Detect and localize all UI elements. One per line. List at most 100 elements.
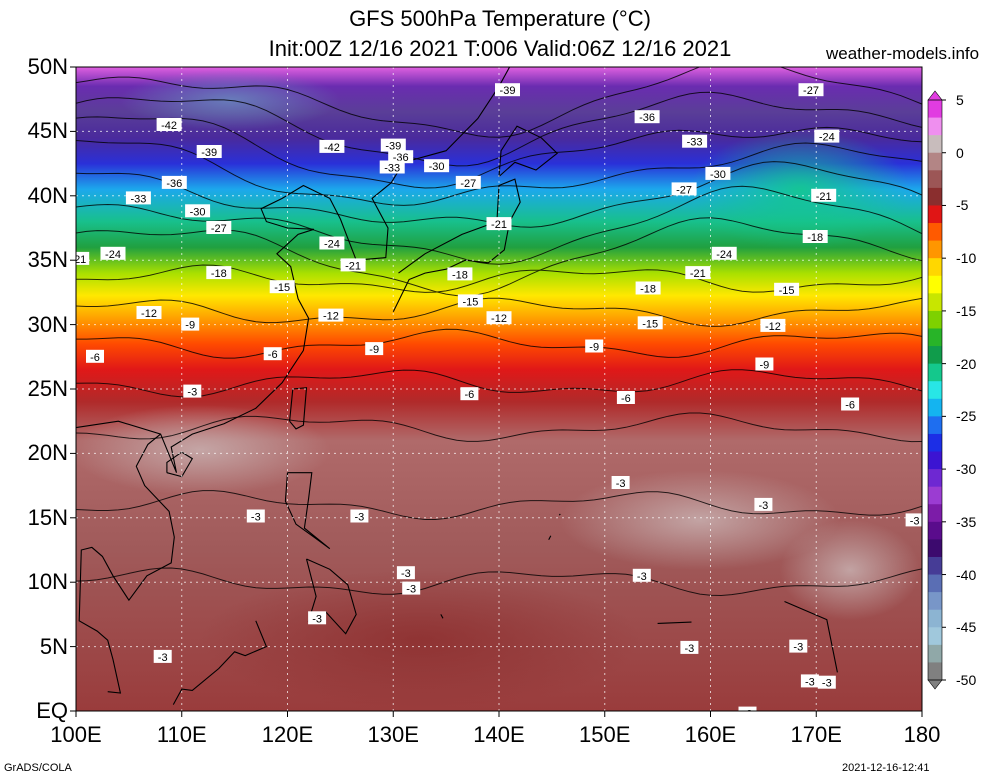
lon-label: 170E [790,722,842,747]
svg-text:-33: -33 [384,163,400,175]
contour-value-label: -3 [817,675,836,690]
coastline [305,558,357,635]
contour-value-label: -3 [632,568,651,583]
contour-value-label: -3 [611,476,630,490]
colorbar-label: -40 [956,566,977,583]
colorbar-label: 5 [956,92,964,108]
contour-value-label: -18 [447,267,473,281]
colorbar-swatch [928,662,942,681]
svg-text:-33: -33 [687,137,703,149]
lon-label: 120E [261,722,314,747]
coastline [657,621,692,624]
contour-value-label: -3 [738,706,757,711]
coastline [558,513,561,516]
colorbar-label: 0 [956,144,964,161]
contour-value-label: -12 [486,311,512,325]
colorbar-swatch [928,416,942,435]
lon-label: 100E [50,722,102,747]
coastline [548,535,552,540]
svg-text:-3: -3 [805,676,815,688]
contour-value-label: -21 [486,217,512,231]
svg-text:-42: -42 [161,120,177,132]
coastline [76,67,511,473]
colorbar-swatch [928,275,942,294]
colorbar-swatch [928,644,942,663]
lat-label: 20N [27,440,68,466]
svg-text:-30: -30 [429,161,445,173]
contour-value-label: -30 [185,204,211,218]
svg-text:-27: -27 [460,178,476,190]
svg-text:-9: -9 [185,320,195,332]
svg-text:-3: -3 [910,515,920,527]
contour-value-label: -39 [380,138,406,153]
colorbar-label: -50 [956,672,977,688]
contour-value-label: -24 [814,129,840,144]
contour-value-label: -3 [754,497,773,512]
colorbar-swatch [928,451,942,470]
colorbar-swatch [928,205,942,224]
contour-value-label: -3 [680,640,699,655]
svg-text:-27: -27 [676,184,692,196]
svg-text:-24: -24 [105,249,121,261]
colorbar-swatch [928,433,942,453]
colorbar-swatch [928,310,942,329]
contour-value-label: -12 [318,308,344,323]
coastline [166,451,194,478]
colorbar-min-arrow [927,679,943,690]
contour-value-label: -27 [206,221,232,235]
contour-value-label: -30 [424,159,450,173]
svg-text:-3: -3 [616,478,626,490]
svg-text:-27: -27 [803,85,819,97]
contour-value-label: -39 [495,83,520,97]
colorbar-label: -25 [956,408,977,425]
contour-value-label: 21 [76,251,90,266]
contour-value-label: -18 [802,230,828,244]
colorbar-swatch [928,240,942,259]
svg-text:-9: -9 [760,360,770,372]
lat-label: 50N [27,54,68,79]
lat-label: 35N [27,247,68,273]
contour-value-label: -36 [634,110,660,124]
contour-value-label: -30 [705,166,731,181]
svg-text:-33: -33 [130,193,146,205]
svg-text:-15: -15 [274,282,290,294]
colorbar-swatch [928,135,942,154]
colorbar-label: -45 [956,619,977,636]
colorbar-swatch [928,328,942,347]
svg-text:-21: -21 [491,219,507,231]
contour-value-label: -21 [340,258,366,272]
colorbar-swatch [928,100,942,119]
isotherm-contour [76,297,922,327]
colorbar-swatch [928,627,942,646]
isotherm-contour [76,185,922,265]
colorbar-label: -30 [956,461,977,478]
colorbar-swatch [928,504,942,523]
contour-value-label: -33 [379,160,405,175]
svg-text:-9: -9 [369,344,379,356]
svg-text:-3: -3 [793,642,803,654]
svg-text:-12: -12 [323,311,339,323]
contour-value-label: -15 [269,280,295,294]
coastline [78,433,175,694]
colorbar-swatch [928,556,942,576]
svg-text:-18: -18 [211,268,227,280]
coastline [605,769,626,779]
contour-value-label: -3 [800,674,819,688]
svg-text:-3: -3 [637,571,647,583]
svg-text:-18: -18 [807,232,823,244]
svg-text:-3: -3 [822,678,832,690]
svg-text:-21: -21 [690,268,706,280]
colorbar-swatch [928,152,942,171]
colorbar-label: -15 [956,302,977,319]
svg-text:-39: -39 [385,141,401,153]
colorbar-swatch [928,346,942,365]
contour-value-label: -3 [402,581,421,596]
contour-value-label: -6 [263,347,282,361]
footer-credit: GrADS/COLA [4,762,72,774]
svg-text:-15: -15 [779,285,795,297]
colorbar-max-arrow [927,90,943,101]
contour-value-label: -27 [671,182,697,196]
svg-text:-24: -24 [819,132,835,144]
svg-text:-18: -18 [640,284,656,296]
